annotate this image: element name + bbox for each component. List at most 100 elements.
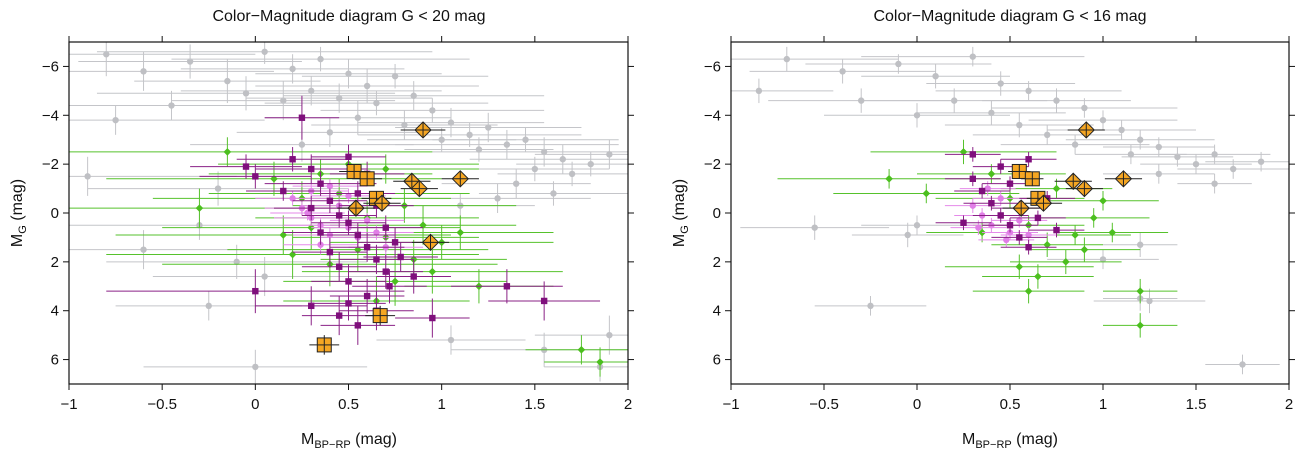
data-point-square xyxy=(978,187,986,195)
data-point-square xyxy=(969,151,976,158)
data-point-square xyxy=(397,253,404,261)
data-point-diamond xyxy=(987,170,996,178)
data-point-circle xyxy=(363,217,371,224)
data-point-diamond xyxy=(1062,258,1070,266)
data-point-circle xyxy=(969,202,976,209)
data-point-square xyxy=(429,314,436,322)
data-point-circle xyxy=(1137,241,1144,248)
x-tick-label: 1.5 xyxy=(524,396,545,413)
data-point-square xyxy=(997,212,1004,219)
data-point-circle xyxy=(401,121,408,129)
panel-g16: Color−Magnitude diagram G < 16 mag −1 −0.… xyxy=(671,8,1295,450)
data-layer xyxy=(69,42,628,384)
data-point-diamond xyxy=(428,267,437,276)
data-point-circle xyxy=(1016,121,1023,129)
data-point-diamond xyxy=(270,175,278,183)
data-point-circle xyxy=(103,51,110,58)
data-point-diamond xyxy=(288,250,297,259)
data-point-square xyxy=(354,190,362,197)
data-point-circle xyxy=(447,336,455,344)
y-tick-label: 6 xyxy=(51,352,59,369)
data-point-square xyxy=(540,297,548,305)
data-point-diamond xyxy=(1108,228,1117,237)
data-point-square xyxy=(298,114,306,121)
data-point-circle xyxy=(1146,297,1153,305)
data-point-square xyxy=(308,302,315,310)
y-tick-label: 2 xyxy=(51,254,59,271)
data-point-circle xyxy=(997,80,1004,87)
y-tick-label: −6 xyxy=(42,58,59,75)
data-point-circle xyxy=(391,73,399,80)
data-point-diamond xyxy=(1136,287,1144,295)
data-point-square xyxy=(317,180,324,187)
data-point-square xyxy=(326,248,334,256)
data-point-circle xyxy=(1192,160,1200,168)
data-point-diamond xyxy=(1043,240,1051,249)
data-point-diamond xyxy=(1099,196,1107,205)
data-point-circle xyxy=(252,363,259,371)
data-point-square xyxy=(382,268,389,275)
data-point-square xyxy=(969,175,976,182)
data-point-circle xyxy=(1016,217,1023,224)
data-point-diamond xyxy=(1024,287,1033,295)
data-point-circle xyxy=(373,99,380,107)
data-point-circle xyxy=(326,182,334,190)
data-point-circle xyxy=(298,141,306,148)
y-tick-label: −2 xyxy=(42,156,59,173)
data-point-diamond xyxy=(1052,184,1061,193)
data-point-circle xyxy=(1053,97,1060,104)
data-point-diamond xyxy=(922,189,931,198)
data-point-circle xyxy=(606,331,613,339)
chart-title: Color−Magnitude diagram G < 16 mag xyxy=(873,8,1146,25)
data-point-square xyxy=(345,278,352,285)
x-tick-label: −1 xyxy=(60,396,77,413)
data-point-circle xyxy=(345,192,352,200)
data-point-square xyxy=(997,163,1004,170)
data-point-diamond xyxy=(1034,272,1042,281)
data-point-circle xyxy=(811,224,818,231)
data-point-diamond xyxy=(381,165,390,173)
data-point-diamond xyxy=(1089,214,1098,222)
axis-ticks: −1 −0.5 0 0.5 1 1.5 2 −6 −4 −2 0 2 4 6 xyxy=(42,36,634,413)
data-point-square xyxy=(1025,244,1032,251)
data-point-circle xyxy=(522,136,529,143)
y-tick-label: 0 xyxy=(51,205,59,222)
data-point-circle xyxy=(485,124,492,131)
data-point-square xyxy=(363,292,371,300)
data-point-square xyxy=(252,173,259,180)
data-point-circle xyxy=(988,109,995,117)
data-point-square xyxy=(382,224,389,231)
data-point-circle xyxy=(308,87,315,95)
data-point-circle xyxy=(494,195,501,202)
plot-area xyxy=(730,41,1290,385)
data-point-circle xyxy=(214,185,222,192)
data-point-circle xyxy=(839,68,846,75)
data-point-circle xyxy=(410,92,417,99)
data-point-diamond xyxy=(1136,321,1144,330)
data-point-circle xyxy=(1155,143,1163,151)
data-point-circle xyxy=(1127,151,1135,158)
data-point-square xyxy=(345,219,352,226)
y-tick-label: 0 xyxy=(713,205,721,222)
x-tick-label: −0.5 xyxy=(809,396,839,413)
data-point-circle xyxy=(326,129,334,136)
data-point-circle xyxy=(913,112,921,119)
data-point-circle xyxy=(969,53,976,60)
y-tick-label: 4 xyxy=(713,303,721,320)
data-point-circle xyxy=(373,229,380,236)
data-point-circle xyxy=(904,231,911,239)
data-point-circle xyxy=(84,173,91,180)
x-tick-label: 0.5 xyxy=(1000,396,1021,413)
data-point-square xyxy=(345,300,352,307)
data-point-circle xyxy=(895,60,902,68)
data-point-circle xyxy=(224,77,231,85)
data-point-circle xyxy=(233,258,240,266)
data-point-square xyxy=(242,163,250,170)
data-point-circle xyxy=(559,156,566,163)
data-point-circle xyxy=(1211,151,1218,158)
data-point-square xyxy=(373,256,380,263)
data-point-circle xyxy=(606,151,613,158)
data-point-circle xyxy=(1155,170,1163,178)
y-tick-label: −6 xyxy=(704,58,721,75)
data-point-circle xyxy=(438,136,445,143)
